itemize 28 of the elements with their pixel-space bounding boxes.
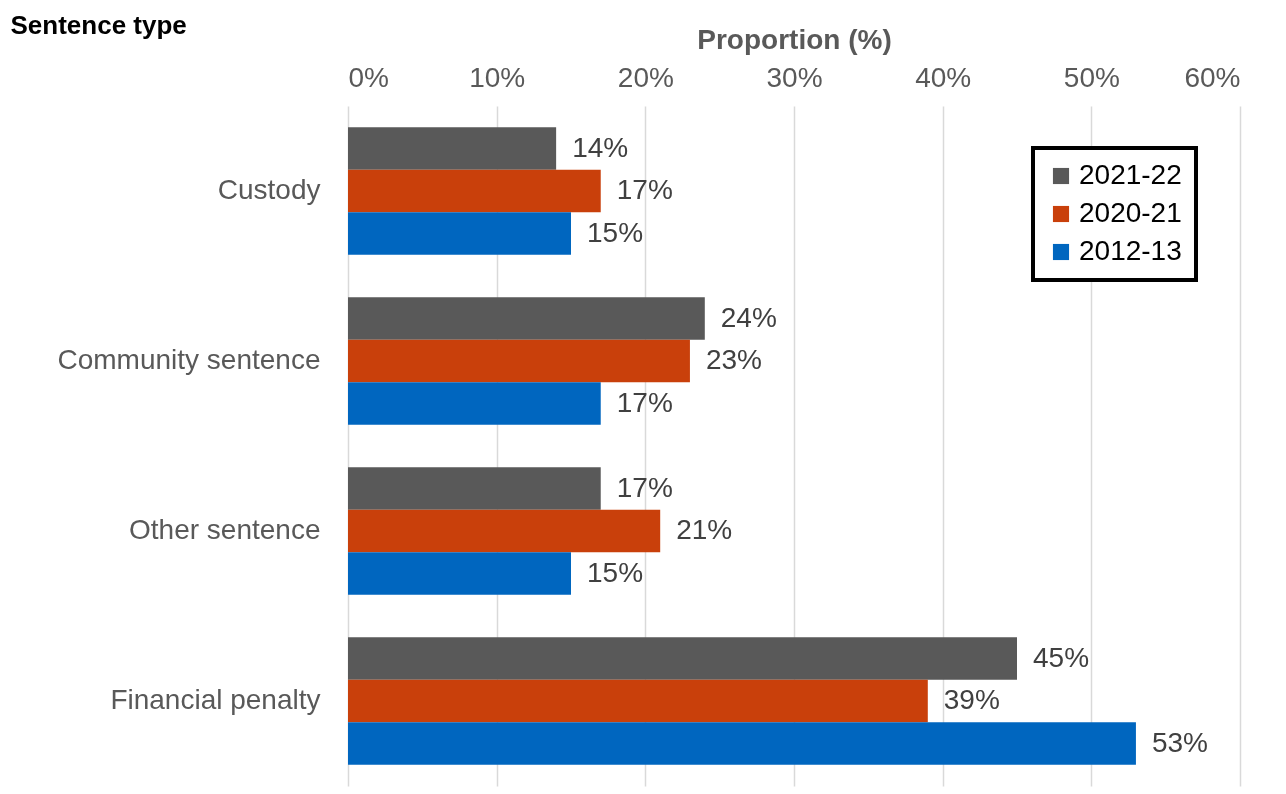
x-axis-title: Proportion (%)	[697, 23, 892, 55]
x-tick-label: 40%	[915, 61, 972, 93]
data-label: 17%	[616, 471, 673, 503]
data-label: 45%	[1033, 641, 1090, 673]
data-label: 17%	[616, 386, 673, 418]
x-tick-label: 10%	[469, 61, 526, 93]
data-label: 23%	[705, 344, 762, 375]
data-label: 21%	[676, 514, 733, 545]
x-tick-label: 50%	[1063, 61, 1120, 93]
legend-label: 2020-21	[1079, 197, 1182, 228]
y-tick-label: Financial penalty	[110, 684, 321, 715]
data-label: 15%	[587, 556, 644, 588]
y-tick-label: Other sentence	[129, 514, 321, 545]
data-label: 15%	[587, 216, 644, 248]
data-label: 53%	[1151, 726, 1208, 758]
legend-label: 2021-22	[1079, 159, 1182, 190]
data-label: 24%	[720, 301, 777, 333]
x-tick-label: 0%	[348, 61, 389, 93]
y-tick-label: Custody	[217, 174, 321, 205]
y-axis-title: Sentence type	[10, 9, 187, 40]
data-label: 17%	[616, 174, 673, 205]
x-tick-label: 20%	[617, 61, 674, 93]
y-tick-label: Community sentence	[57, 344, 321, 375]
data-label: 14%	[572, 131, 629, 163]
data-label: 39%	[943, 684, 1000, 715]
legend-label: 2012-13	[1079, 235, 1182, 266]
x-tick-label: 30%	[766, 61, 823, 93]
x-tick-label: 60%	[1184, 61, 1241, 93]
